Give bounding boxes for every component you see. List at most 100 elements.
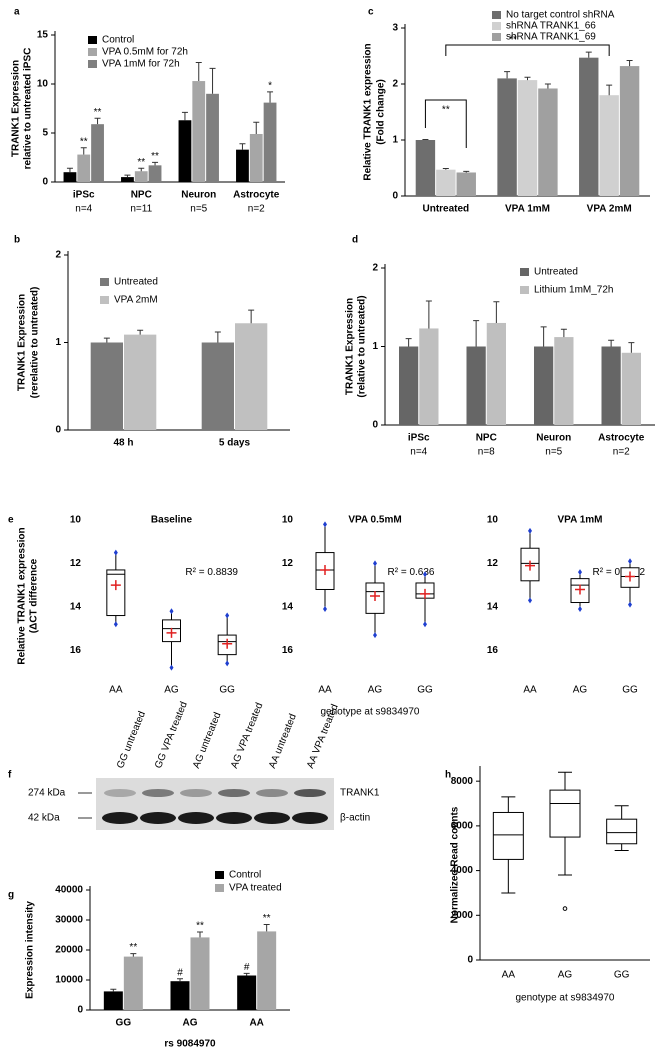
y-tick-label: 2 [55,250,61,261]
error-bar [152,161,159,166]
error-bar [560,328,567,338]
bar [237,975,257,1010]
bar [123,956,143,1010]
error-bar [138,167,145,172]
x-tick-label: AG [558,970,573,981]
legend-label: VPA treated [229,883,282,894]
legend-swatch [88,36,97,44]
error-bar [243,972,250,976]
x-tick-label: Astrocyte [233,190,280,201]
bar [178,120,192,182]
error-bar [626,59,633,67]
error-bar [177,978,183,982]
panel-letter: d [352,235,358,246]
legend-swatch [492,33,501,41]
x-axis-label: genotype at s9834970 [516,993,615,1004]
y-axis-label: (relative to untreated) [357,295,368,397]
bar [554,337,574,425]
panel-letter: h [445,770,451,781]
legend-swatch [492,22,501,30]
category-note: n=5 [190,204,207,215]
y-tick-label: 10 [37,79,49,90]
y-tick-label: 0 [392,191,398,202]
legend-label: Control [102,35,134,46]
y-tick-label: 3 [392,23,398,34]
extreme-point [225,660,230,667]
y-tick-label: 20000 [55,945,83,956]
bar [124,334,157,430]
panel-letter: e [8,515,14,526]
error-bar [94,117,101,125]
bar [456,172,476,196]
error-bar [209,67,216,94]
bar [190,937,210,1010]
error-bar [422,138,429,140]
error-bar [248,309,255,324]
legend-label: VPA 0.5mM for 72h [102,47,188,58]
bar [63,172,77,182]
subplot-title: VPA 1mM [557,515,602,526]
error-bar [130,953,137,957]
category-note: n=4 [410,447,427,458]
x-tick-label: GG [417,685,433,696]
actin-band [292,812,328,824]
extreme-point [423,621,427,628]
error-bar [137,329,144,335]
significance: ** [151,151,159,162]
category-note: n=4 [75,204,92,215]
y-tick-label: 14 [282,601,294,612]
y-tick-label: 0 [42,177,48,188]
trank1-band [218,789,250,797]
extreme-point [628,558,632,565]
legend-swatch [520,286,529,294]
mean [166,627,177,638]
trank1-band [294,789,326,797]
actin-band [178,812,214,824]
r-squared: R² = 0.1952 [593,567,646,578]
y-tick-label: 10000 [55,975,83,986]
legend-swatch [88,48,97,56]
legend-label: shRNA TRANK1_66 [506,21,596,32]
actin-band [140,812,176,824]
x-tick-label: AA [318,685,332,696]
bracket [445,44,610,56]
legend-label: Lithium 1mM_72h [534,285,613,296]
error-bar [606,84,613,96]
actin-band [102,812,138,824]
x-tick-label: AA [249,1018,263,1029]
error-bar [110,988,117,992]
bar [90,342,123,430]
y-tick-label: 10 [487,515,499,526]
bar [257,931,277,1010]
error-bar [80,147,87,155]
trank1-band [256,789,288,797]
y-tick-label: 0 [77,1005,83,1016]
whisker [614,805,629,820]
y-axis-label: Relative TRANK1 expression [363,43,374,180]
bar [235,323,268,430]
x-tick-label: Astrocyte [598,433,645,444]
outlier [562,906,568,911]
trank1-band [104,789,136,797]
marker-label: 274 kDa [28,788,66,799]
subplot-title: VPA 0.5mM [348,515,401,526]
x-tick-label: 48 h [113,438,133,449]
legend-label: Control [229,870,261,881]
legend-swatch [215,884,224,892]
bar [170,981,190,1010]
significance: ** [137,157,145,168]
error-bar [197,931,203,938]
y-tick-label: 15 [37,30,49,41]
y-tick-label: 12 [487,558,499,569]
error-bar [124,174,131,178]
significance: ** [80,136,88,147]
y-tick-label: 16 [282,645,294,656]
trank1-band [142,789,174,797]
legend-label: VPA 1mM for 72h [102,59,180,70]
x-axis-label: rs 9084970 [164,1039,216,1050]
bar [419,328,439,425]
y-axis-label: TRANK1 Expression [17,294,28,391]
bar [236,149,249,182]
bar [579,57,599,197]
